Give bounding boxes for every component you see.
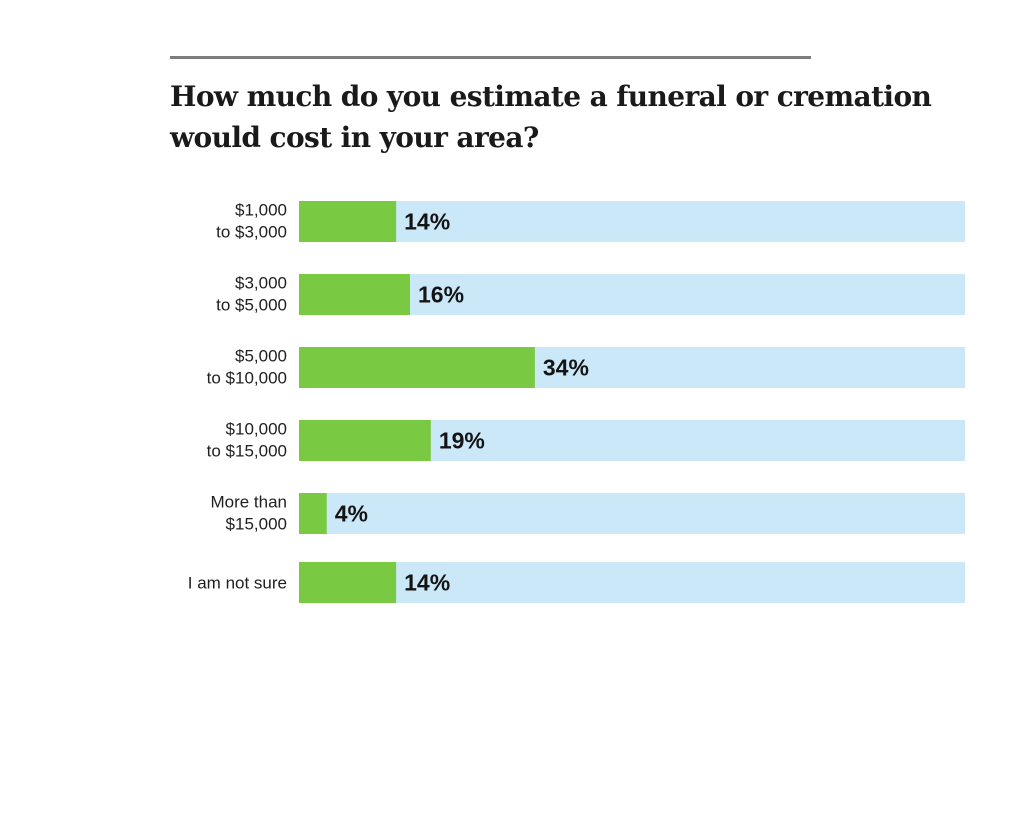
bar (299, 347, 535, 388)
bar-track (299, 201, 965, 242)
bar-row: 14% $1,000 to $3,000 (216, 201, 965, 242)
category-label: to $15,000 (207, 442, 287, 461)
chart-title-line-1: How much do you estimate a funeral or cr… (170, 80, 932, 113)
category-label: $15,000 (226, 515, 287, 534)
category-label: $5,000 (235, 347, 287, 366)
category-label: More than (210, 493, 287, 512)
bar (299, 493, 327, 534)
bar (299, 274, 410, 315)
value-label: 4% (335, 501, 368, 527)
bar (299, 201, 397, 242)
bar-track (299, 562, 965, 603)
bar-track (299, 493, 965, 534)
chart-title-line-2: would cost in your area? (170, 121, 539, 154)
bar (299, 562, 397, 603)
value-label: 14% (404, 570, 450, 596)
value-label: 14% (404, 209, 450, 235)
category-label: $1,000 (235, 201, 287, 220)
category-label: $10,000 (226, 420, 287, 439)
value-label: 16% (418, 282, 464, 308)
category-label: $3,000 (235, 274, 287, 293)
category-label: to $5,000 (216, 296, 287, 315)
bar-row: 34% $5,000 to $10,000 (207, 347, 965, 388)
value-label: 19% (439, 428, 485, 454)
bar (299, 420, 431, 461)
bar-row: 16% $3,000 to $5,000 (216, 274, 965, 315)
bar-row: 19% $10,000 to $15,000 (207, 420, 965, 461)
bar-row: 4% More than $15,000 (210, 493, 965, 534)
bar-row: 14% I am not sure (188, 562, 965, 603)
title-rule (170, 56, 811, 59)
value-label: 34% (543, 355, 589, 381)
category-label: I am not sure (188, 574, 287, 593)
category-label: to $3,000 (216, 223, 287, 242)
chart-title: How much do you estimate a funeral or cr… (170, 76, 932, 158)
category-label: to $10,000 (207, 369, 287, 388)
